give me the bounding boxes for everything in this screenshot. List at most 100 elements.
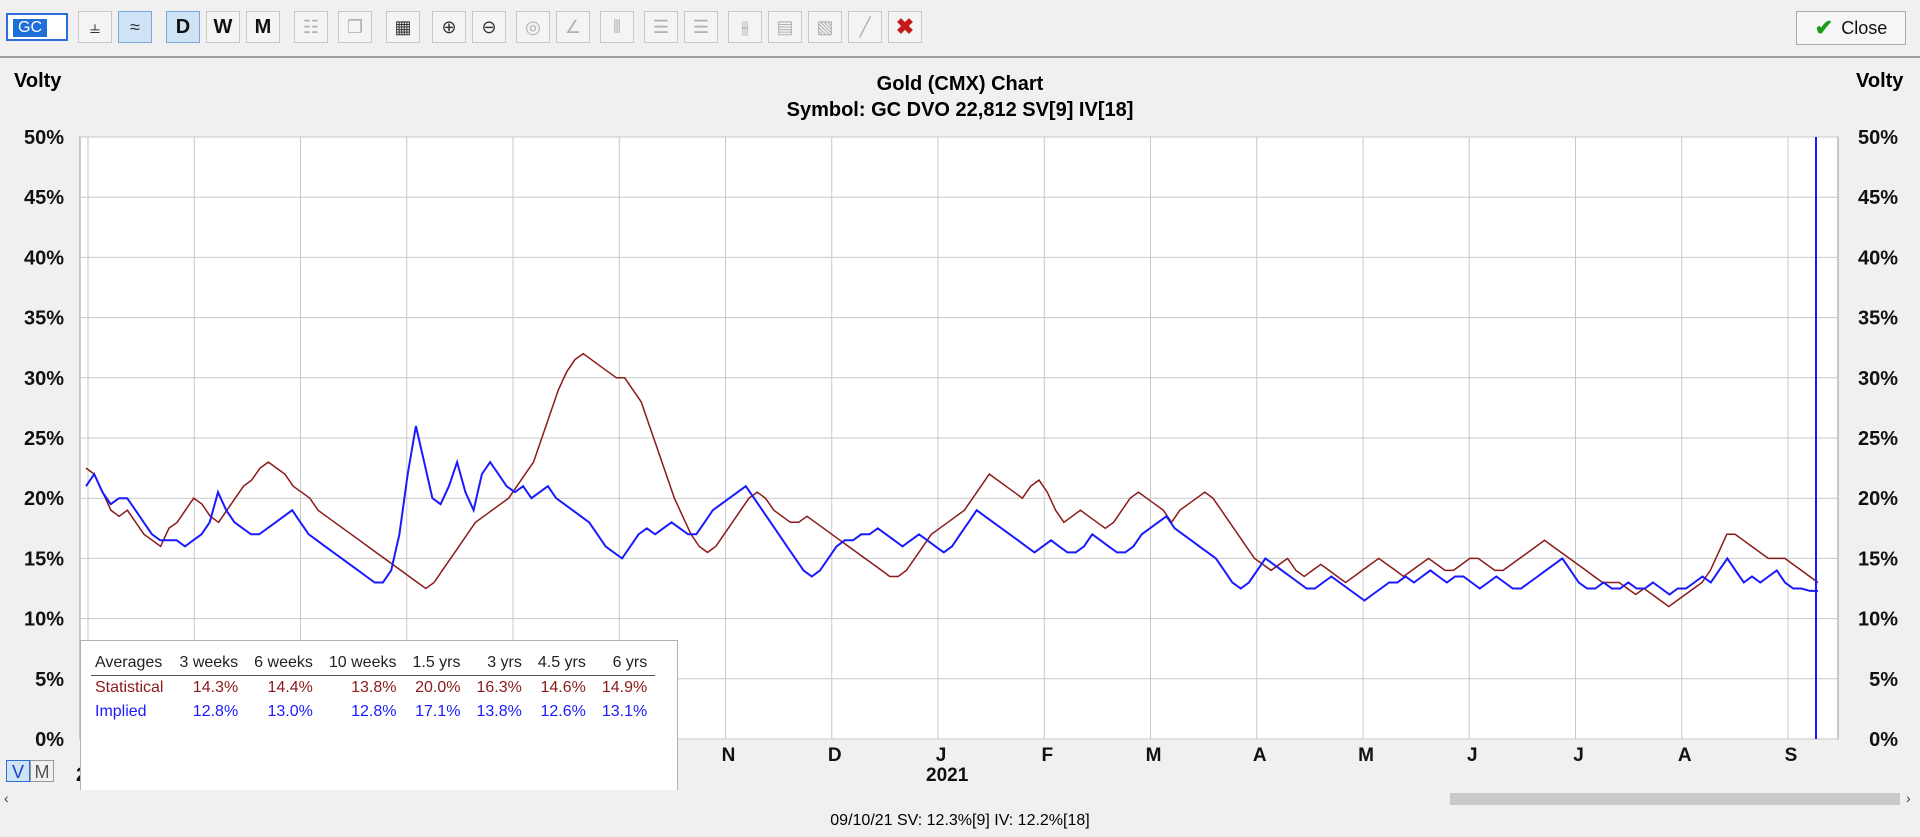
implied-value: 12.8% xyxy=(351,703,397,720)
x-tick-label: S xyxy=(1785,745,1798,766)
y-tick-label-left: 50% xyxy=(24,127,64,149)
statistical-value: 20.0% xyxy=(415,679,461,696)
statistical-value: 13.8% xyxy=(351,679,397,696)
averages-col-header: 1.5 yrs xyxy=(404,651,469,676)
right-axis-label: Volty xyxy=(1856,70,1904,92)
x-tick-label: J xyxy=(1467,745,1478,766)
y-tick-label-left: 40% xyxy=(24,247,64,269)
implied-value: 17.1% xyxy=(415,703,461,720)
volatility-view-button[interactable]: V xyxy=(6,760,30,782)
grid-icon[interactable]: ☷ xyxy=(294,11,328,43)
y-tick-label-left: 35% xyxy=(24,308,64,330)
y-tick-label-left: 0% xyxy=(35,729,64,751)
monthly-button[interactable]: M xyxy=(246,11,280,43)
x-tick-label: N xyxy=(722,745,736,766)
line-chart-icon[interactable]: ≈ xyxy=(118,11,152,43)
status-bar: 09/10/21 SV: 12.3%[9] IV: 12.2%[18] xyxy=(830,812,1090,829)
statistical-value: 14.4% xyxy=(267,679,313,696)
copy-icon[interactable]: ❐ xyxy=(338,11,372,43)
implied-row: Implied 12.8% 13.0% 12.8% 17.1% 13.8% 12… xyxy=(91,700,655,724)
statistical-series-line xyxy=(85,352,1819,608)
x-tick-label: A xyxy=(1253,745,1267,766)
implied-label: Implied xyxy=(95,703,147,720)
y-tick-label-right: 40% xyxy=(1858,247,1898,269)
y-tick-label-left: 45% xyxy=(24,187,64,209)
y-tick-label-right: 50% xyxy=(1858,127,1898,149)
y-tick-label-right: 25% xyxy=(1858,428,1898,450)
left-axis-label: Volty xyxy=(14,70,62,92)
implied-value: 13.8% xyxy=(476,703,522,720)
statistical-value: 14.3% xyxy=(192,679,239,696)
chart-area: 50% 50% 45% 45% 40% 40% 35% 35% 30% 30% 25% 25% 20% 2… xyxy=(0,60,1920,795)
averages-header-row: Averages 3 weeks 6 weeks 10 weeks 1.5 yr… xyxy=(91,651,656,676)
y-tick-label-left: 20% xyxy=(24,488,64,510)
symbol-input[interactable]: GC xyxy=(6,13,68,41)
averages-table: Averages 3 weeks 6 weeks 10 weeks 1.5 yr… xyxy=(80,640,678,795)
indicator-2-icon[interactable]: ☰ xyxy=(684,11,718,43)
close-label: Close xyxy=(1841,17,1888,38)
target-icon[interactable]: ◎ xyxy=(516,11,550,43)
x-year-label: 2021 xyxy=(926,765,969,786)
averages-col-header: 3 weeks xyxy=(171,651,247,676)
draw-line-icon[interactable]: ╱ xyxy=(848,11,882,43)
statistical-row: Statistical 14.3% 14.4% 13.8% 20.0% 16.3… xyxy=(91,676,655,701)
sliders-icon[interactable]: ⫴ xyxy=(600,11,634,43)
zoom-in-icon[interactable]: ⊕ xyxy=(432,11,466,43)
close-button[interactable]: ✔ Close xyxy=(1796,11,1906,45)
y-tick-label-left: 15% xyxy=(24,548,64,570)
horizontal-scrollbar[interactable]: ‹ › xyxy=(0,790,1920,808)
scroll-left-icon[interactable]: ‹ xyxy=(4,790,9,806)
y-tick-label-right: 5% xyxy=(1869,669,1898,691)
y-tick-label-right: 10% xyxy=(1858,609,1898,631)
x-tick-label: J xyxy=(1573,745,1584,766)
averages-col-header: 4.5 yrs xyxy=(529,651,594,676)
zoom-out-icon[interactable]: ⊖ xyxy=(472,11,506,43)
angle-icon[interactable]: ∠ xyxy=(556,11,590,43)
y-tick-label-left: 10% xyxy=(24,609,64,631)
scroll-thumb[interactable] xyxy=(1450,793,1900,805)
x-tick-label: M xyxy=(1358,745,1374,766)
y-tick-label-right: 45% xyxy=(1858,187,1898,209)
x-tick-label: A xyxy=(1678,745,1692,766)
daily-button[interactable]: D xyxy=(166,11,200,43)
y-tick-label-left: 5% xyxy=(35,669,64,691)
indicator-icon[interactable]: ☰ xyxy=(644,11,678,43)
y-tick-label-right: 30% xyxy=(1858,368,1898,390)
x-tick-label: M xyxy=(1146,745,1162,766)
y-tick-label-right: 15% xyxy=(1858,548,1898,570)
y-tick-label-right: 20% xyxy=(1858,488,1898,510)
study-icon[interactable]: ▤ xyxy=(768,11,802,43)
averages-col-header: 6 weeks xyxy=(246,651,321,676)
implied-value: 12.6% xyxy=(540,703,586,720)
symbol-value: GC xyxy=(13,19,47,37)
implied-value: 12.8% xyxy=(192,703,239,720)
toolbar: GC ⫨ ≈ D W M ☷ ❐ ▦ ⊕ ⊖ ◎ ∠ ⫴ ☰ ☰ ⫵ ▤ ▧ ╱… xyxy=(0,0,1920,58)
averages-col-header: 3 yrs xyxy=(468,651,530,676)
implied-series-line xyxy=(85,425,1818,602)
mean-view-button[interactable]: M xyxy=(30,760,54,782)
implied-value: 13.1% xyxy=(601,703,648,720)
statistical-value: 14.9% xyxy=(601,679,648,696)
scroll-right-icon[interactable]: › xyxy=(1906,790,1911,806)
volatility-chart[interactable]: 50% 50% 45% 45% 40% 40% 35% 35% 30% 30% 25% 25% 20% 2… xyxy=(0,60,1920,790)
x-tick-label: D xyxy=(828,745,842,766)
bar-chart-icon[interactable]: ⫨ xyxy=(78,11,112,43)
chart-subtitle: Symbol: GC DVO 22,812 SV[9] IV[18] xyxy=(786,99,1134,121)
y-tick-label-right: 35% xyxy=(1858,308,1898,330)
y-tick-label-right: 0% xyxy=(1869,729,1898,751)
calculator-icon[interactable]: ▦ xyxy=(386,11,420,43)
delete-icon[interactable]: ✖ xyxy=(888,11,922,43)
y-tick-label-left: 30% xyxy=(24,368,64,390)
check-icon: ✔ xyxy=(1814,15,1834,40)
overlay-icon[interactable]: ▧ xyxy=(808,11,842,43)
statistical-value: 16.3% xyxy=(476,679,522,696)
weekly-button[interactable]: W xyxy=(206,11,240,43)
statistical-value: 14.6% xyxy=(540,679,586,696)
x-tick-label: J xyxy=(936,745,947,766)
statistical-label: Statistical xyxy=(95,679,164,696)
averages-col-header: 6 yrs xyxy=(593,651,656,676)
averages-col-header: 10 weeks xyxy=(320,651,405,676)
chart-title: Gold (CMX) Chart xyxy=(876,73,1044,95)
volume-icon[interactable]: ⫵ xyxy=(728,11,762,43)
